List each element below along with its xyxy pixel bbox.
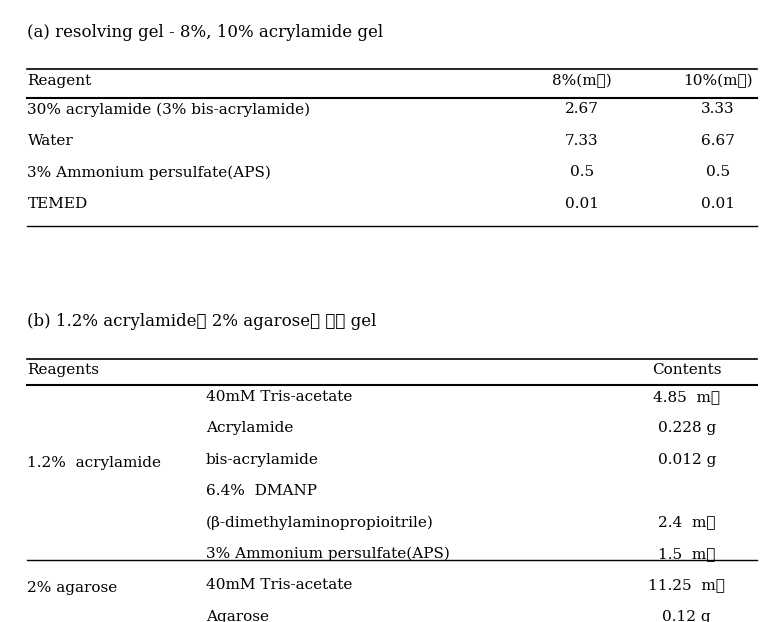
Text: 2.4  mℓ: 2.4 mℓ [658,516,716,529]
Text: 40mM Tris-acetate: 40mM Tris-acetate [206,390,352,404]
Text: 0.228 g: 0.228 g [658,421,716,435]
Text: Reagents: Reagents [27,363,100,377]
Text: 4.85  mℓ: 4.85 mℓ [653,390,720,404]
Text: 10%(mℓ): 10%(mℓ) [683,74,753,88]
Text: TEMED: TEMED [27,197,88,211]
Text: 0.5: 0.5 [570,165,594,179]
Text: 3.33: 3.33 [701,103,735,116]
Text: 0.5: 0.5 [706,165,730,179]
Text: Water: Water [27,134,73,148]
Text: 0.01: 0.01 [565,197,599,211]
Text: 0.01: 0.01 [701,197,735,211]
Text: 6.4%  DMANP: 6.4% DMANP [206,484,317,498]
Text: 8%(mℓ): 8%(mℓ) [552,74,612,88]
Text: Contents: Contents [652,363,721,377]
Text: 0.012 g: 0.012 g [658,453,716,466]
Text: 2% agarose: 2% agarose [27,582,118,595]
Text: 6.67: 6.67 [701,134,735,148]
Text: 40mM Tris-acetate: 40mM Tris-acetate [206,578,352,592]
Text: Acrylamide: Acrylamide [206,421,293,435]
Text: (a) resolving gel - 8%, 10% acrylamide gel: (a) resolving gel - 8%, 10% acrylamide g… [27,24,383,41]
Text: 1.2%  acrylamide: 1.2% acrylamide [27,456,162,470]
Text: (b) 1.2% acrylamide와 2% agarose의 가교 gel: (b) 1.2% acrylamide와 2% agarose의 가교 gel [27,313,377,330]
Text: Agarose: Agarose [206,610,269,622]
Text: 3% Ammonium persulfate(APS): 3% Ammonium persulfate(APS) [27,165,271,180]
Text: 3% Ammonium persulfate(APS): 3% Ammonium persulfate(APS) [206,547,450,562]
Text: 30% acrylamide (3% bis-acrylamide): 30% acrylamide (3% bis-acrylamide) [27,103,310,117]
Text: 11.25  mℓ: 11.25 mℓ [648,578,725,592]
Text: Reagent: Reagent [27,74,92,88]
Text: 2.67: 2.67 [565,103,599,116]
Text: 7.33: 7.33 [565,134,599,148]
Text: bis-acrylamide: bis-acrylamide [206,453,319,466]
Text: 0.12 g: 0.12 g [662,610,711,622]
Text: (β-dimethylaminopropioitrile): (β-dimethylaminopropioitrile) [206,516,434,530]
Text: 1.5  mℓ: 1.5 mℓ [658,547,716,561]
